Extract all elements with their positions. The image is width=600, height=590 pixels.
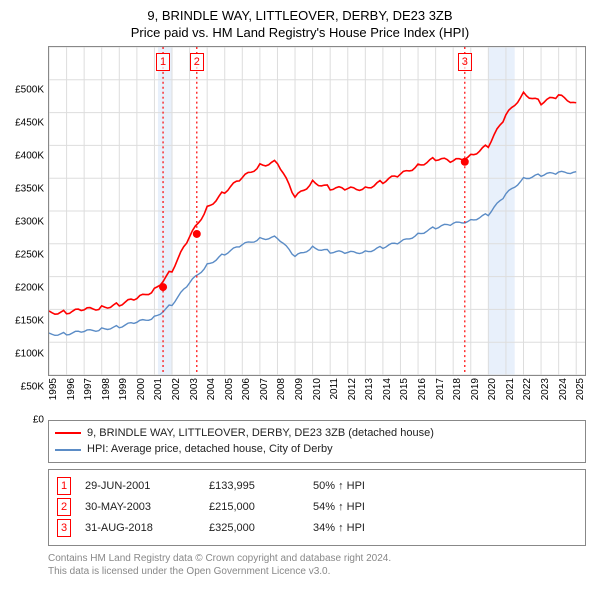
y-tick-label: £150K [15, 315, 44, 326]
y-tick-label: £200K [15, 282, 44, 293]
x-tick-label: 2008 [276, 378, 287, 400]
x-tick-label: 2012 [347, 378, 358, 400]
transaction-price: £325,000 [209, 518, 299, 539]
transaction-date: 30-MAY-2003 [85, 497, 195, 518]
legend-row: HPI: Average price, detached house, City… [55, 441, 579, 458]
x-tick-label: 1999 [118, 378, 129, 400]
x-tick-label: 2010 [312, 378, 323, 400]
y-tick-label: £100K [15, 348, 44, 359]
legend-row: 9, BRINDLE WAY, LITTLEOVER, DERBY, DE23 … [55, 425, 579, 442]
footer-line-1: Contains HM Land Registry data © Crown c… [48, 552, 586, 565]
legend-label: 9, BRINDLE WAY, LITTLEOVER, DERBY, DE23 … [87, 425, 434, 442]
y-tick-label: £500K [15, 84, 44, 95]
footer-attribution: Contains HM Land Registry data © Crown c… [48, 552, 586, 578]
chart-title: 9, BRINDLE WAY, LITTLEOVER, DERBY, DE23 … [10, 8, 590, 25]
legend-swatch [55, 449, 81, 451]
marker-box: 2 [190, 53, 204, 71]
x-tick-label: 1996 [66, 378, 77, 400]
y-axis: £0£50K£100K£150K£200K£250K£300K£350K£400… [10, 90, 46, 420]
x-tick-label: 2023 [540, 378, 551, 400]
transaction-marker: 2 [57, 498, 71, 516]
x-tick-label: 2011 [329, 378, 340, 400]
transaction-pct: 54% ↑ HPI [313, 497, 413, 518]
transaction-row: 3 31-AUG-2018 £325,000 34% ↑ HPI [57, 518, 577, 539]
x-tick-label: 1995 [48, 378, 59, 400]
x-tick-label: 2017 [435, 378, 446, 400]
x-tick-label: 2006 [241, 378, 252, 400]
y-tick-label: £50K [21, 381, 44, 392]
x-tick-label: 2015 [399, 378, 410, 400]
x-tick-label: 2018 [452, 378, 463, 400]
marker-box: 1 [156, 53, 170, 71]
x-tick-label: 2000 [136, 378, 147, 400]
transaction-price: £133,995 [209, 476, 299, 497]
x-tick-label: 2002 [171, 378, 182, 400]
x-tick-label: 2009 [294, 378, 305, 400]
x-tick-label: 2024 [558, 378, 569, 400]
x-tick-label: 2007 [259, 378, 270, 400]
transaction-price: £215,000 [209, 497, 299, 518]
y-tick-label: £250K [15, 249, 44, 260]
transaction-row: 1 29-JUN-2001 £133,995 50% ↑ HPI [57, 476, 577, 497]
x-tick-label: 2025 [575, 378, 586, 400]
legend-label: HPI: Average price, detached house, City… [87, 441, 333, 458]
x-tick-label: 2003 [189, 378, 200, 400]
x-tick-label: 2001 [153, 378, 164, 400]
x-tick-label: 2016 [417, 378, 428, 400]
x-tick-label: 2022 [522, 378, 533, 400]
x-tick-label: 2014 [382, 378, 393, 400]
transaction-row: 2 30-MAY-2003 £215,000 54% ↑ HPI [57, 497, 577, 518]
transaction-date: 29-JUN-2001 [85, 476, 195, 497]
transaction-pct: 34% ↑ HPI [313, 518, 413, 539]
y-tick-label: £0 [33, 414, 44, 425]
x-tick-label: 2021 [505, 378, 516, 400]
x-tick-label: 2019 [470, 378, 481, 400]
y-tick-label: £400K [15, 150, 44, 161]
y-tick-label: £300K [15, 216, 44, 227]
footer-line-2: This data is licensed under the Open Gov… [48, 565, 586, 578]
transaction-marker: 1 [57, 477, 71, 495]
x-tick-label: 2013 [364, 378, 375, 400]
y-tick-label: £350K [15, 183, 44, 194]
legend-swatch [55, 432, 81, 434]
transaction-pct: 50% ↑ HPI [313, 476, 413, 497]
x-tick-label: 2020 [487, 378, 498, 400]
y-tick-label: £450K [15, 117, 44, 128]
x-tick-label: 1998 [101, 378, 112, 400]
x-tick-label: 2005 [224, 378, 235, 400]
chart-subtitle: Price paid vs. HM Land Registry's House … [10, 25, 590, 40]
chart-plot-area: 1 2 3 [48, 46, 586, 376]
transactions-table: 1 29-JUN-2001 £133,995 50% ↑ HPI 2 30-MAY-200… [48, 469, 586, 546]
x-axis: 1995 1996 1997 1998 1999 2000 2001 2002 2003 2004… [48, 376, 586, 416]
transaction-marker: 3 [57, 519, 71, 537]
marker-box: 3 [458, 53, 472, 71]
x-tick-label: 2004 [206, 378, 217, 400]
x-tick-label: 1997 [83, 378, 94, 400]
transaction-date: 31-AUG-2018 [85, 518, 195, 539]
chart-legend: 9, BRINDLE WAY, LITTLEOVER, DERBY, DE23 … [48, 420, 586, 463]
